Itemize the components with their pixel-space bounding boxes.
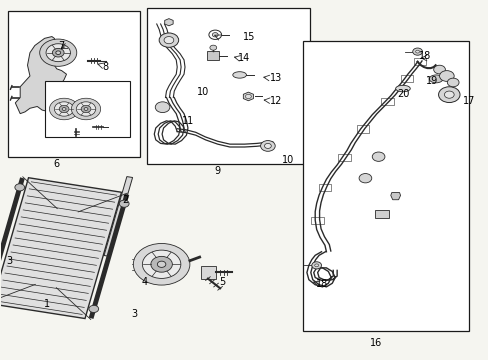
- Text: 10: 10: [197, 87, 209, 97]
- Polygon shape: [15, 37, 66, 114]
- Bar: [356, 126, 368, 133]
- Circle shape: [76, 102, 96, 116]
- Polygon shape: [0, 178, 122, 319]
- Polygon shape: [390, 193, 400, 200]
- Text: 19: 19: [425, 76, 437, 86]
- Circle shape: [56, 51, 61, 54]
- Circle shape: [159, 33, 178, 47]
- Bar: [44, 81, 130, 137]
- Circle shape: [163, 37, 173, 44]
- Circle shape: [311, 262, 321, 269]
- Circle shape: [371, 152, 384, 161]
- Circle shape: [81, 105, 91, 113]
- Circle shape: [415, 50, 419, 53]
- Text: 3: 3: [131, 310, 138, 319]
- Bar: [147, 8, 310, 164]
- Circle shape: [54, 102, 74, 116]
- Text: 11: 11: [182, 116, 194, 126]
- Circle shape: [84, 108, 88, 111]
- Circle shape: [444, 91, 453, 98]
- Text: 1: 1: [44, 299, 50, 309]
- Ellipse shape: [428, 75, 442, 83]
- Text: 18: 18: [418, 51, 430, 61]
- Text: 20: 20: [396, 89, 408, 99]
- Text: 7: 7: [59, 41, 64, 50]
- Circle shape: [264, 143, 271, 148]
- Circle shape: [59, 105, 69, 113]
- Bar: [200, 266, 216, 279]
- Text: 17: 17: [462, 96, 474, 106]
- Ellipse shape: [395, 85, 409, 92]
- Text: 13: 13: [269, 73, 282, 83]
- Bar: [8, 12, 140, 157]
- Text: 2: 2: [122, 195, 128, 205]
- Ellipse shape: [135, 253, 178, 276]
- Circle shape: [314, 264, 318, 267]
- Circle shape: [358, 174, 371, 183]
- Circle shape: [412, 48, 422, 55]
- Text: 4: 4: [141, 277, 147, 287]
- Circle shape: [62, 108, 66, 111]
- Circle shape: [15, 184, 24, 191]
- Circle shape: [155, 102, 169, 113]
- Bar: [400, 75, 412, 82]
- Bar: [303, 41, 468, 331]
- Bar: [413, 58, 426, 65]
- Text: 18: 18: [316, 279, 328, 289]
- Circle shape: [119, 200, 129, 207]
- Text: 14: 14: [238, 53, 250, 63]
- Circle shape: [260, 140, 275, 151]
- Ellipse shape: [232, 72, 246, 78]
- Bar: [337, 154, 350, 161]
- Text: 6: 6: [54, 159, 60, 169]
- Text: 3: 3: [6, 256, 13, 266]
- Bar: [318, 184, 330, 191]
- Circle shape: [157, 261, 165, 267]
- Polygon shape: [104, 177, 132, 256]
- Circle shape: [142, 250, 181, 278]
- Circle shape: [439, 71, 453, 81]
- Text: 12: 12: [269, 96, 282, 106]
- Circle shape: [438, 87, 459, 103]
- Circle shape: [212, 33, 218, 37]
- Polygon shape: [374, 211, 388, 218]
- Text: 9: 9: [214, 166, 220, 176]
- Bar: [311, 217, 324, 224]
- Circle shape: [71, 98, 101, 120]
- Circle shape: [433, 65, 445, 74]
- Text: 8: 8: [102, 62, 108, 72]
- Bar: [380, 98, 393, 105]
- Circle shape: [245, 94, 251, 99]
- Text: 10: 10: [282, 155, 294, 165]
- Circle shape: [151, 256, 172, 272]
- Circle shape: [52, 48, 64, 57]
- Circle shape: [133, 243, 189, 285]
- Text: 16: 16: [369, 338, 382, 348]
- Circle shape: [49, 98, 79, 120]
- Circle shape: [40, 39, 77, 66]
- Circle shape: [89, 305, 99, 312]
- Bar: [207, 51, 219, 60]
- Text: 5: 5: [219, 277, 225, 287]
- Text: 15: 15: [243, 32, 255, 41]
- Circle shape: [46, 44, 70, 62]
- Circle shape: [209, 45, 216, 50]
- Circle shape: [447, 78, 458, 87]
